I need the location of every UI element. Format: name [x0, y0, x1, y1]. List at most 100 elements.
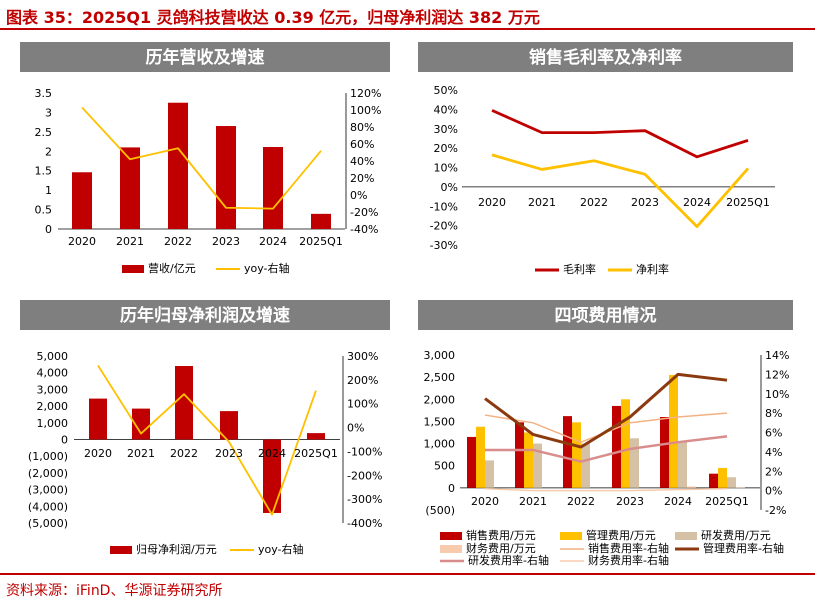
expense-bar-0	[612, 405, 621, 488]
revenue-ytick-left: 0.5	[35, 204, 53, 217]
margin-header	[418, 42, 793, 72]
profit-yoy-line	[97, 365, 317, 516]
profit-ytick-right: 300%	[347, 350, 378, 363]
revenue-legend-swatch	[122, 265, 144, 273]
expense-title: 四项费用情况	[555, 305, 657, 326]
profit-legend-swatch	[110, 546, 132, 554]
expense-ytick-right: 4%	[765, 446, 782, 459]
expense-ytick-right: 6%	[765, 427, 782, 440]
expense-ytick-right: 12%	[765, 368, 789, 381]
revenue-yoy-line	[81, 106, 322, 210]
expense-legend-label: 研发费用/万元	[701, 528, 771, 542]
expense-ytick-left: 2,000	[424, 393, 456, 406]
expense-xtick: 2024	[664, 495, 692, 508]
margin-ytick-left: 40%	[434, 103, 458, 116]
expense-legend-swatch	[560, 532, 582, 540]
profit-ytick-left: (2,000)	[28, 467, 68, 480]
profit-header	[20, 300, 390, 330]
profit-ytick-left: (3,000)	[28, 484, 68, 497]
revenue-ytick-right: -40%	[350, 223, 378, 236]
profit-ytick-right: 0%	[347, 422, 364, 435]
profit-bar	[175, 366, 193, 440]
revenue-xtick: 2021	[116, 235, 144, 248]
revenue-ytick-right: 120%	[350, 87, 381, 100]
profit-ytick-left: 1,000	[37, 417, 69, 430]
profit-bar	[307, 433, 325, 440]
revenue-header	[20, 42, 390, 72]
expense-legend-swatch	[440, 532, 462, 540]
profit-legend-label: 归母净利润/万元	[136, 542, 217, 556]
revenue-ytick-left: 1.5	[35, 165, 53, 178]
revenue-ytick-right: 40%	[350, 155, 374, 168]
expense-header	[418, 300, 793, 330]
expense-legend-label: 销售费用/万元	[466, 528, 536, 542]
expense-ytick-right: -2%	[765, 504, 786, 517]
expense-ytick-left: 1,500	[424, 415, 456, 428]
expense-ytick-left: (500)	[425, 504, 455, 517]
margin-ytick-left: 0%	[441, 181, 458, 194]
bottom-rule	[0, 573, 815, 575]
expense-rate-line-1	[484, 372, 728, 449]
expense-rate-line-2	[485, 435, 728, 463]
revenue-ytick-left: 2	[45, 145, 52, 158]
expense-xtick: 2025Q1	[705, 495, 749, 508]
expense-xtick: 2023	[616, 495, 644, 508]
margin-line-0	[491, 109, 749, 159]
revenue-ytick-right: 20%	[350, 172, 374, 185]
expense-bar-0	[563, 416, 572, 488]
expense-bar-1	[669, 374, 678, 488]
expense-bar-0	[515, 422, 524, 488]
profit-ytick-right: -300%	[347, 493, 382, 506]
margin-xtick: 2025Q1	[726, 196, 770, 209]
expense-ytick-right: 8%	[765, 407, 782, 420]
revenue-bar	[263, 147, 283, 229]
revenue-xtick: 2020	[68, 235, 96, 248]
top-rule	[0, 28, 815, 30]
revenue-bar	[120, 147, 140, 229]
expense-ytick-left: 3,000	[424, 349, 456, 362]
margin-ytick-left: -20%	[430, 220, 458, 233]
expense-bar-1	[718, 467, 727, 488]
profit-xtick: 2025Q1	[294, 447, 338, 460]
expense-legend-label: 管理费用率-右轴	[703, 541, 784, 555]
expense-bar-2	[678, 441, 687, 488]
revenue-xtick: 2025Q1	[299, 235, 343, 248]
revenue-ytick-right: 60%	[350, 138, 374, 151]
revenue-ytick-right: -20%	[350, 206, 378, 219]
expense-bar-2	[727, 477, 736, 488]
revenue-bar	[311, 213, 331, 229]
expense-bar-1	[621, 399, 630, 488]
revenue-xtick: 2022	[164, 235, 192, 248]
revenue-xtick: 2023	[212, 235, 240, 248]
margin-xtick: 2022	[580, 196, 608, 209]
profit-ytick-left: (4,000)	[28, 500, 68, 513]
profit-xtick: 2024	[258, 447, 286, 460]
profit-ytick-left: 0	[61, 434, 68, 447]
margin-ytick-left: 10%	[434, 162, 458, 175]
margin-title: 销售毛利率及净利率	[529, 47, 682, 68]
margin-xtick: 2024	[683, 196, 711, 209]
margin-xtick: 2021	[528, 196, 556, 209]
profit-xtick: 2023	[215, 447, 243, 460]
expense-ytick-left: 1,000	[424, 438, 456, 451]
revenue-bar	[216, 126, 236, 229]
expense-bar-1	[524, 432, 533, 488]
expense-bar-0	[709, 473, 718, 488]
revenue-bar	[168, 102, 188, 229]
profit-ytick-right: 100%	[347, 398, 378, 411]
expense-bar-2	[581, 443, 590, 488]
expense-bar-3	[687, 486, 696, 488]
expense-ytick-right: 10%	[765, 388, 789, 401]
revenue-legend-label: yoy-右轴	[244, 261, 290, 275]
expense-xtick: 2020	[471, 495, 499, 508]
profit-xtick: 2020	[84, 447, 112, 460]
expense-bar-1	[476, 426, 485, 488]
revenue-ytick-left: 0	[45, 223, 52, 236]
profit-ytick-right: -400%	[347, 517, 382, 530]
expense-ytick-right: 0%	[765, 485, 782, 498]
expense-ytick-left: 500	[434, 460, 455, 473]
margin-legend-label: 毛利率	[563, 262, 596, 276]
figure-title: 图表 35：2025Q1 灵鸽科技营收达 0.39 亿元，归母净利润达 382 …	[6, 8, 540, 27]
margin-xtick: 2020	[478, 196, 506, 209]
revenue-ytick-left: 3	[45, 106, 52, 119]
